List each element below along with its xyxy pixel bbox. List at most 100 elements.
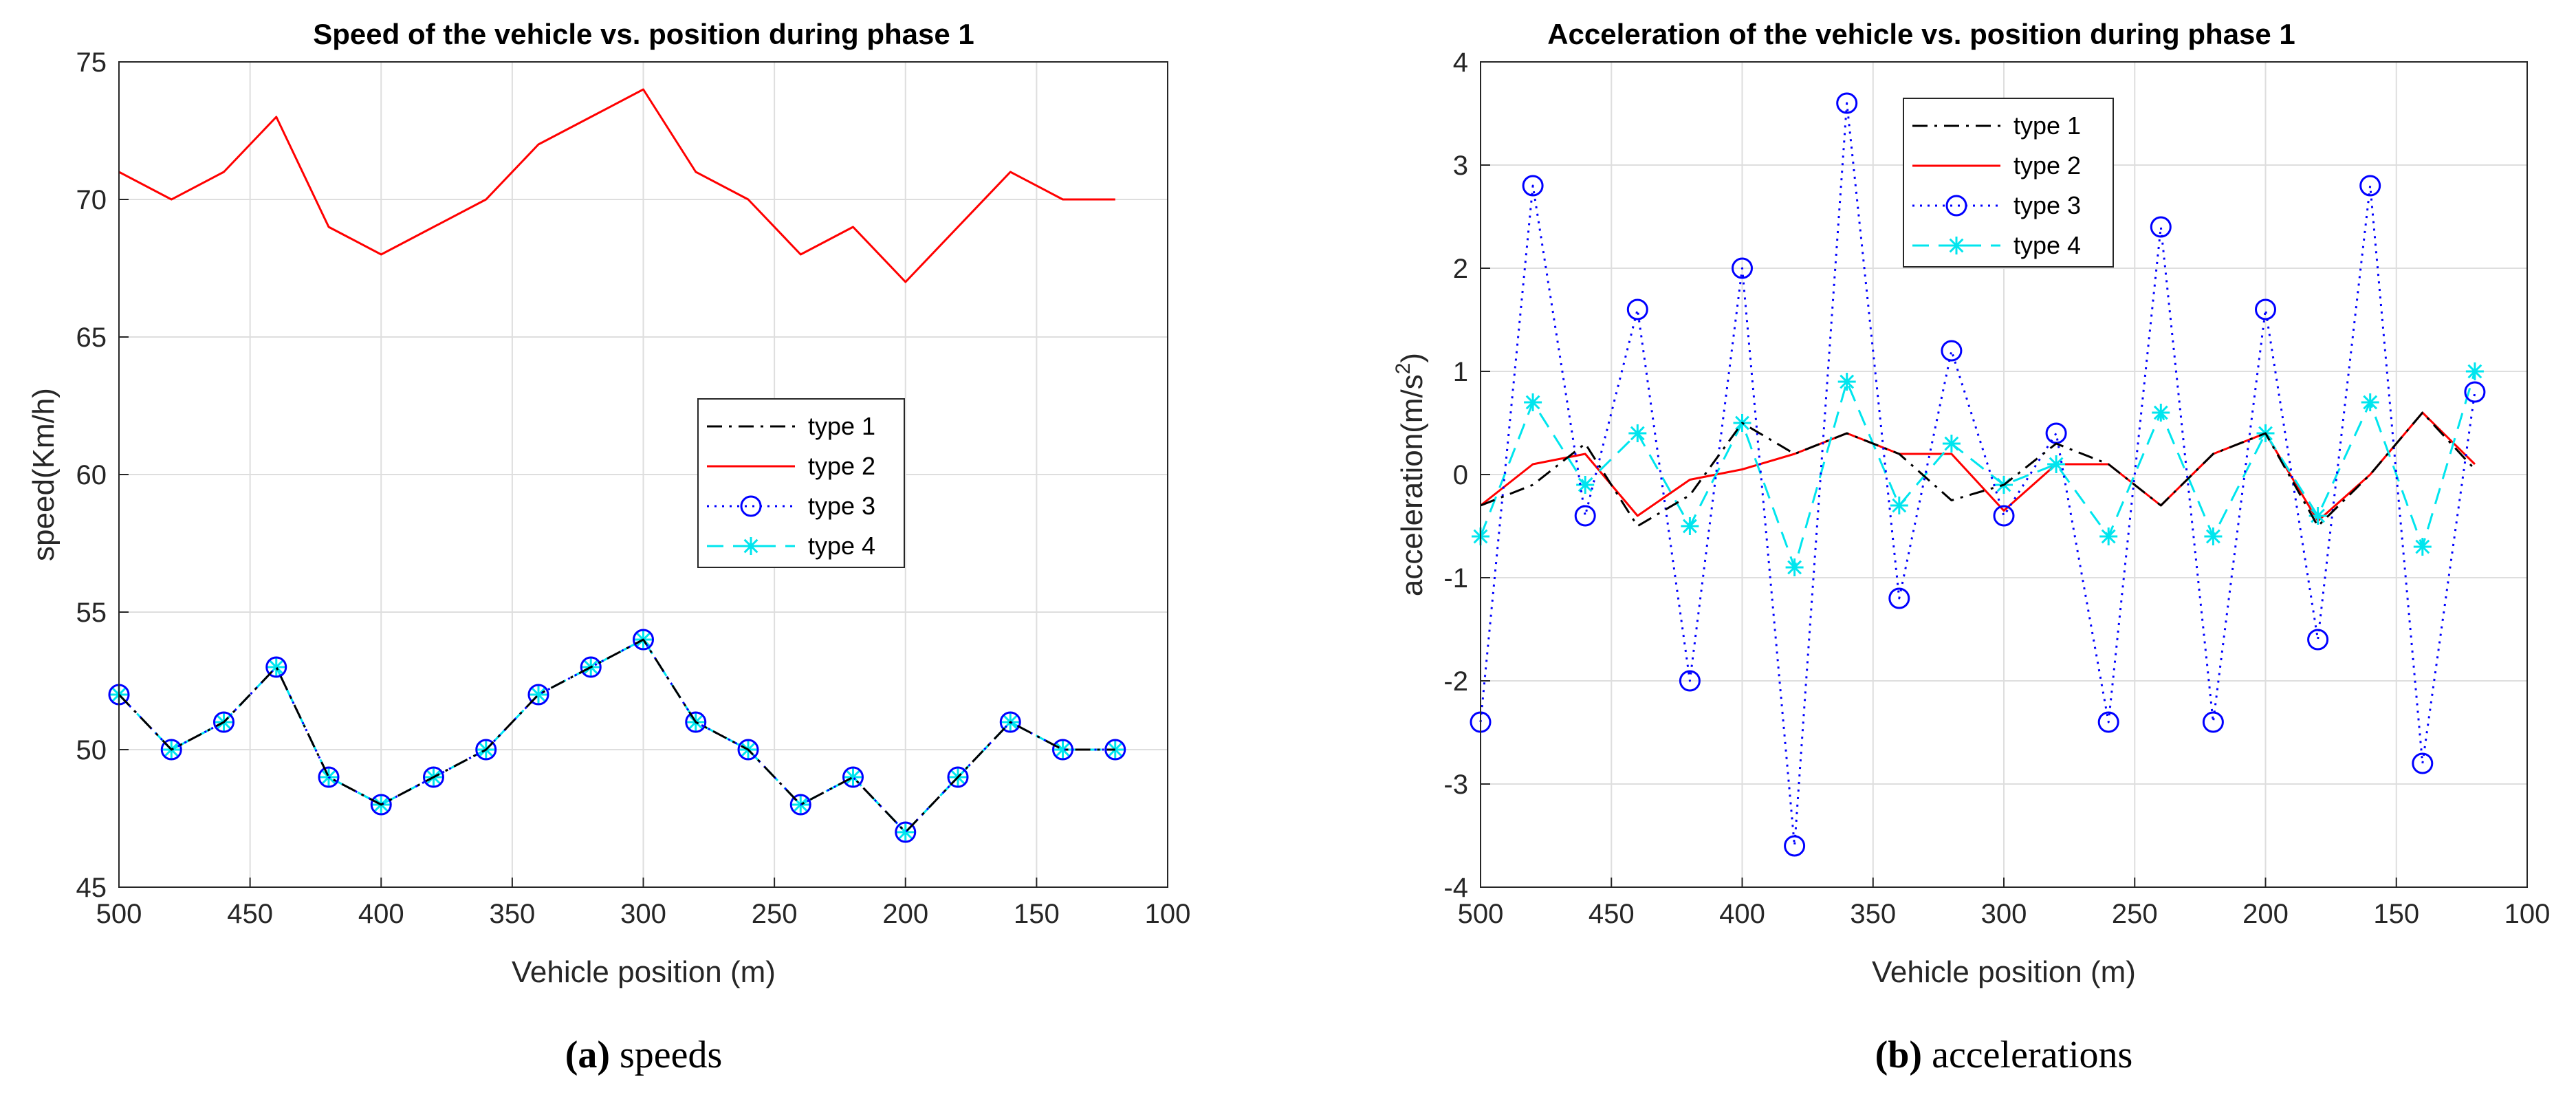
- speed-x-tick-label-4: 300: [620, 899, 666, 929]
- acceleration-type4-point-6: [1785, 558, 1804, 576]
- acceleration-y-tick-label-2: -2: [1443, 666, 1468, 697]
- acceleration-legend-box: [1903, 98, 2114, 268]
- acceleration-chart-title: Acceleration of the vehicle vs. position…: [1547, 18, 2295, 50]
- acceleration-y-label-main: acceleration(m/s: [1395, 374, 1429, 596]
- speed-type4-point-18: [1054, 741, 1072, 759]
- speed-series-line-type3: [118, 638, 1115, 834]
- acceleration-x-tick-label-2: 400: [1719, 899, 1765, 929]
- acceleration-type4-point-7: [1837, 373, 1856, 391]
- speed-y-tick-label-2: 55: [76, 598, 107, 628]
- speed-type3-point-15: [895, 821, 917, 843]
- acceleration-type3-point-17: [2359, 175, 2381, 197]
- acceleration-type3-point-13: [2150, 216, 2172, 238]
- acceleration-type3-point-16: [2307, 629, 2329, 651]
- acceleration-y-tick-label-0: -4: [1443, 873, 1468, 903]
- acceleration-y-tick-label-8: 4: [1453, 47, 1468, 78]
- acceleration-legend: type 1 type 2 type 3 type 4: [1903, 98, 2114, 268]
- speed-chart-panel: Speed of the vehicle vs. position during…: [27, 18, 1190, 1076]
- speed-y-tick-label-4: 65: [76, 323, 107, 353]
- speed-caption: (a) speeds: [565, 1034, 723, 1076]
- acceleration-y-label-sup: 2: [1392, 363, 1415, 375]
- acceleration-type4-point-17: [2361, 393, 2379, 411]
- speed-y-tick-label-1: 50: [76, 735, 107, 765]
- acceleration-type3-point-15: [2255, 298, 2276, 320]
- acceleration-type3-point-4: [1679, 670, 1701, 692]
- acceleration-caption-text: accelerations: [1932, 1034, 2132, 1076]
- acceleration-type4-point-3: [1628, 424, 1647, 442]
- acceleration-type4-point-1: [1524, 393, 1542, 411]
- acceleration-type3-point-18: [2412, 752, 2434, 774]
- acceleration-x-tick-label-3: 350: [1850, 899, 1896, 929]
- speed-type3-point-2: [213, 711, 234, 733]
- acceleration-y-tick-label-5: 1: [1453, 357, 1468, 387]
- acceleration-type4-point-9: [1942, 435, 1961, 453]
- speed-x-ticks: 500 450 400 350 300 250 200 150 100: [96, 878, 1190, 929]
- acceleration-type3-point-2: [1574, 505, 1596, 527]
- acceleration-series-group: [1470, 92, 2486, 857]
- speed-type3-point-5: [370, 794, 392, 816]
- speed-type3-point-7: [475, 739, 497, 761]
- speed-x-tick-label-2: 400: [358, 899, 404, 929]
- speed-caption-text: speeds: [620, 1034, 722, 1076]
- speed-type3-point-4: [318, 766, 340, 788]
- acceleration-type4-point-12: [2099, 527, 2118, 545]
- speed-legend-marks: [707, 425, 795, 555]
- acceleration-type4-point-18: [2413, 538, 2432, 556]
- acceleration-type3-point-1: [1522, 175, 1544, 197]
- speed-type3-point-17: [999, 711, 1021, 733]
- acceleration-type3-point-14: [2202, 711, 2224, 733]
- acceleration-x-tick-label-5: 250: [2112, 899, 2158, 929]
- acceleration-type4-point-11: [2047, 455, 2066, 473]
- speed-legend-marker-type3: [740, 495, 762, 517]
- speed-type3-point-3: [265, 656, 287, 678]
- speed-y-axis-label: speed(Km/h): [27, 388, 61, 561]
- speed-x-tick-label-3: 350: [490, 899, 536, 929]
- speed-legend-marker-type4: [742, 537, 760, 555]
- speed-type3-point-12: [737, 739, 759, 761]
- acceleration-type3-point-19: [2464, 381, 2486, 403]
- acceleration-legend-label-type3: type 3: [2013, 191, 2081, 219]
- speed-series-line-type1: [118, 638, 1115, 834]
- acceleration-type3-point-6: [1784, 835, 1806, 857]
- acceleration-type3-point-7: [1836, 92, 1858, 114]
- acceleration-type3-point-9: [1941, 340, 1963, 362]
- acceleration-type3-point-3: [1626, 298, 1648, 320]
- acceleration-series-line-type1: [1480, 411, 2476, 527]
- acceleration-y-tick-label-6: 2: [1453, 254, 1468, 284]
- speed-y-ticks: 45 50 55 60 65 70 75: [76, 47, 129, 903]
- speed-type3-point-13: [789, 794, 811, 816]
- acceleration-type4-point-2: [1576, 476, 1595, 494]
- speed-type3-point-11: [685, 711, 707, 733]
- speed-x-tick-label-7: 150: [1014, 899, 1060, 929]
- acceleration-x-tick-label-8: 100: [2504, 899, 2551, 929]
- speed-type3-point-18: [1052, 739, 1073, 761]
- speed-legend-label-type3: type 3: [808, 492, 875, 520]
- acceleration-legend-marks: [1912, 124, 2000, 254]
- acceleration-caption-label: (b): [1875, 1034, 1922, 1076]
- acceleration-type3-point-5: [1732, 257, 1753, 279]
- speed-type3-point-19: [1104, 739, 1126, 761]
- acceleration-legend-label-type4: type 4: [2013, 231, 2081, 259]
- acceleration-y-ticks: -4 -3 -2 -1 0 1 2 3 4: [1443, 47, 1490, 903]
- speed-y-tick-label-5: 70: [76, 185, 107, 215]
- acceleration-y-axis-label: acceleration(m/s2): [1392, 353, 1429, 596]
- speed-series-line-type2: [118, 88, 1115, 283]
- speed-legend-label-type4: type 4: [808, 532, 875, 560]
- acceleration-x-tick-label-4: 300: [1981, 899, 2027, 929]
- speed-type3-point-9: [580, 656, 602, 678]
- acceleration-caption: (b) accelerations: [1875, 1034, 2133, 1076]
- speed-type3-point-1: [160, 739, 182, 761]
- acceleration-type4-point-19: [2465, 362, 2484, 380]
- acceleration-type4-point-14: [2204, 527, 2223, 545]
- acceleration-legend-label-type1: type 1: [2013, 111, 2081, 140]
- speed-legend-label-type1: type 1: [808, 412, 875, 440]
- acceleration-y-tick-label-4: 0: [1453, 460, 1468, 490]
- speed-x-tick-label-6: 200: [882, 899, 928, 929]
- speed-type3-point-14: [842, 766, 864, 788]
- speed-caption-space: [610, 1034, 620, 1076]
- speed-chart-title: Speed of the vehicle vs. position during…: [313, 18, 974, 50]
- acceleration-x-tick-label-1: 450: [1589, 899, 1635, 929]
- speed-caption-label: (a): [565, 1034, 610, 1076]
- acceleration-legend-marker-type4: [1947, 237, 1965, 254]
